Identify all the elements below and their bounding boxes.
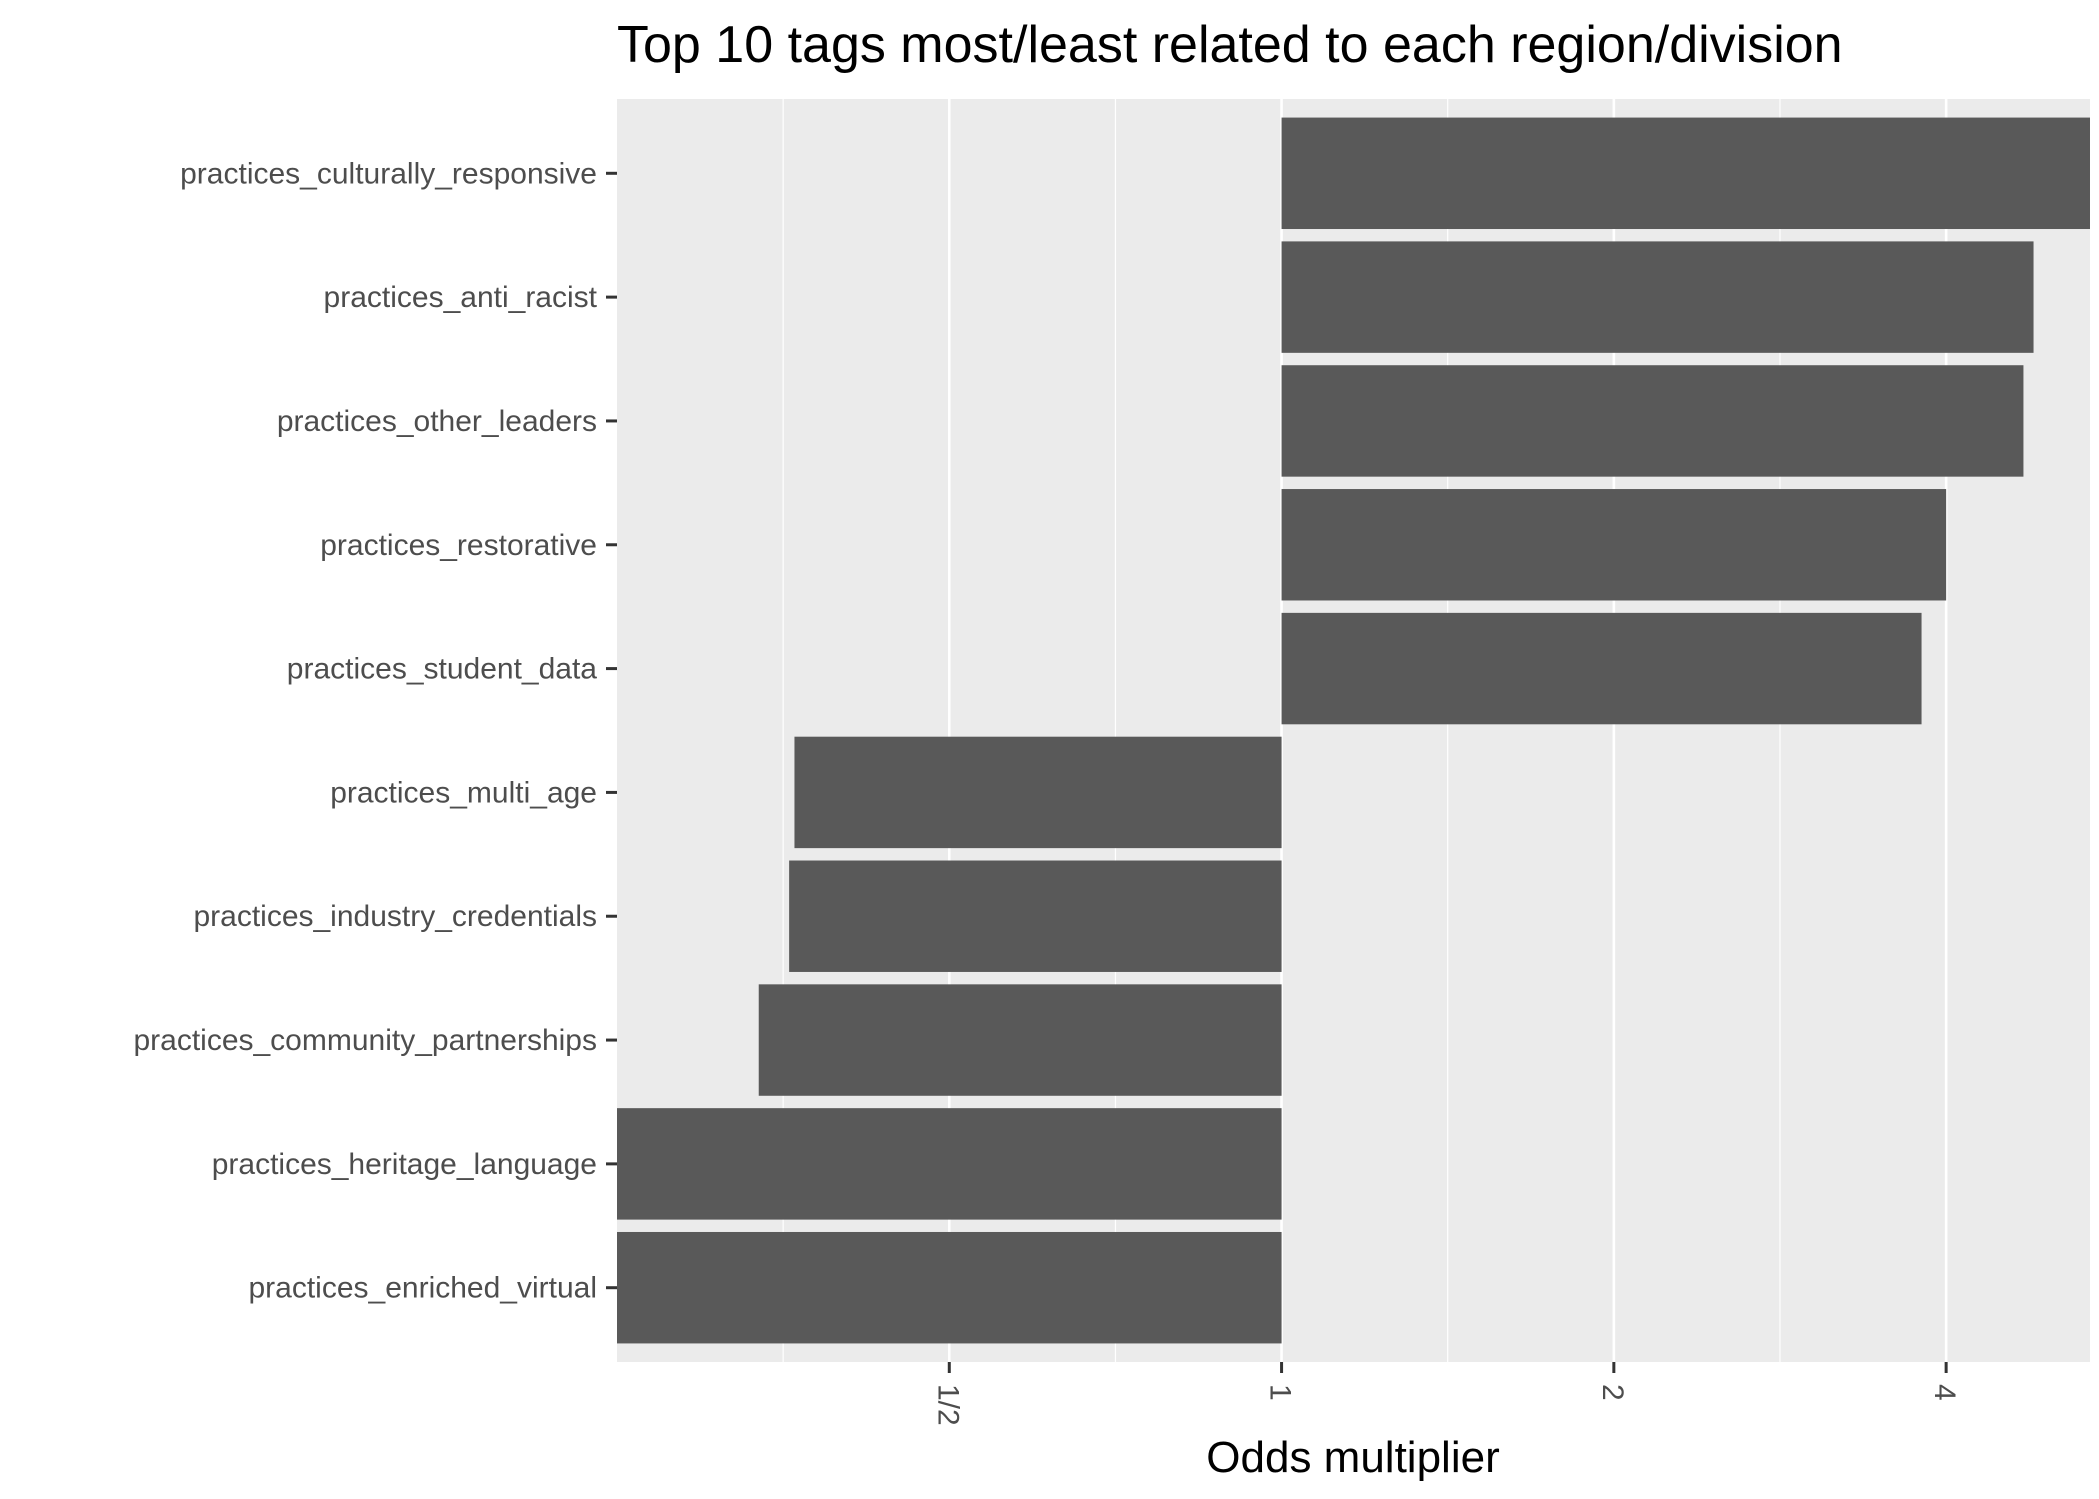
bar-practices_restorative	[1281, 489, 1947, 601]
x-tick-label: 1	[1264, 1384, 1297, 1401]
y-tick-label: practices_enriched_virtual	[248, 1272, 597, 1305]
y-tick-label: practices_industry_credentials	[193, 900, 597, 933]
y-tick-label: practices_multi_age	[330, 776, 597, 809]
y-axis: practices_culturally_responsive practices…	[133, 157, 617, 1305]
y-tick-label: practices_anti_racist	[324, 281, 598, 314]
x-tick-label: 1/2	[931, 1384, 964, 1426]
chart-title: Top 10 tags most/least related to each r…	[617, 16, 1843, 74]
bars	[617, 117, 2090, 1344]
x-tick-label: 2	[1596, 1384, 1629, 1401]
x-axis: 1/2 1 2 4	[931, 1362, 1961, 1426]
bar-practices_enriched_virtual	[617, 1231, 1282, 1344]
bar-practices_multi_age	[794, 736, 1282, 849]
bar-practices_student_data	[1281, 612, 1922, 725]
y-tick-label: practices_restorative	[320, 529, 597, 562]
bar-practices_culturally_responsive	[1281, 117, 2090, 230]
bar-practices_industry_credentials	[789, 860, 1282, 972]
y-tick-label: practices_other_leaders	[277, 405, 597, 438]
bar-practices_anti_racist	[1281, 241, 2034, 353]
y-tick-label: practices_student_data	[287, 653, 598, 686]
bar-practices_other_leaders	[1281, 365, 2024, 477]
y-tick-label: practices_community_partnerships	[133, 1024, 597, 1057]
bar-practices_community_partnerships	[758, 984, 1282, 1096]
bar-practices_heritage_language	[617, 1108, 1282, 1220]
x-tick-label: 4	[1928, 1384, 1961, 1401]
y-tick-label: practices_culturally_responsive	[180, 157, 597, 190]
x-axis-title: Odds multiplier	[1206, 1433, 1499, 1482]
y-tick-label: practices_heritage_language	[212, 1148, 597, 1181]
